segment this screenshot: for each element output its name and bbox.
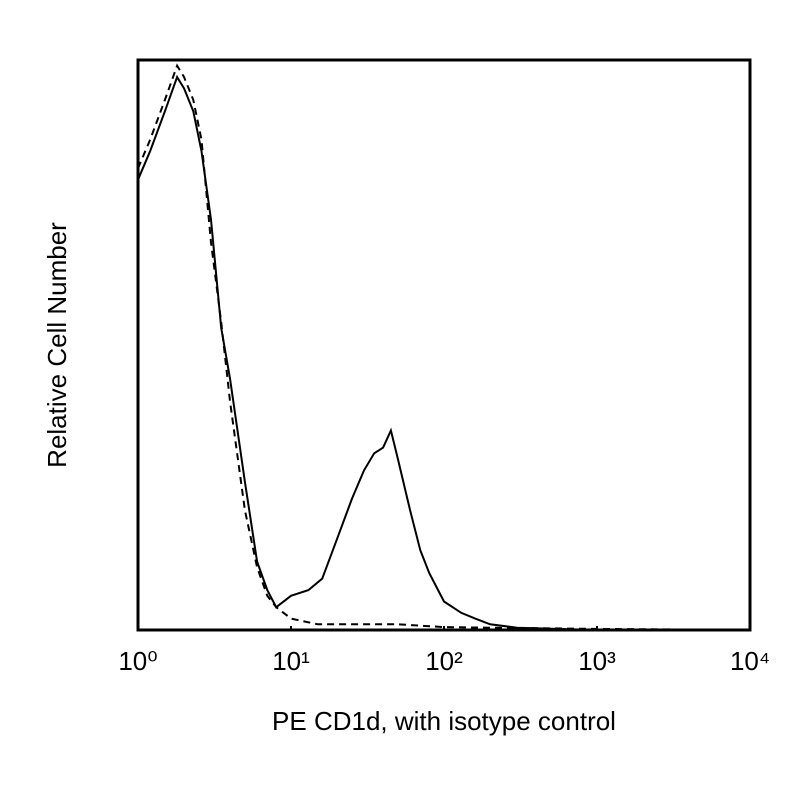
y-axis-label: Relative Cell Number: [42, 222, 72, 468]
x-axis-label: PE CD1d, with isotype control: [272, 706, 616, 736]
x-tick-label: 10¹: [272, 646, 310, 676]
x-tick-label: 10⁰: [118, 646, 157, 676]
x-tick-label: 10²: [425, 646, 463, 676]
histogram-line: [137, 63, 751, 631]
x-tick-label: 10⁴: [730, 646, 770, 676]
histogram-line: [137, 74, 750, 631]
plot-frame: [136, 58, 752, 632]
x-tick-label: 10³: [578, 646, 616, 676]
